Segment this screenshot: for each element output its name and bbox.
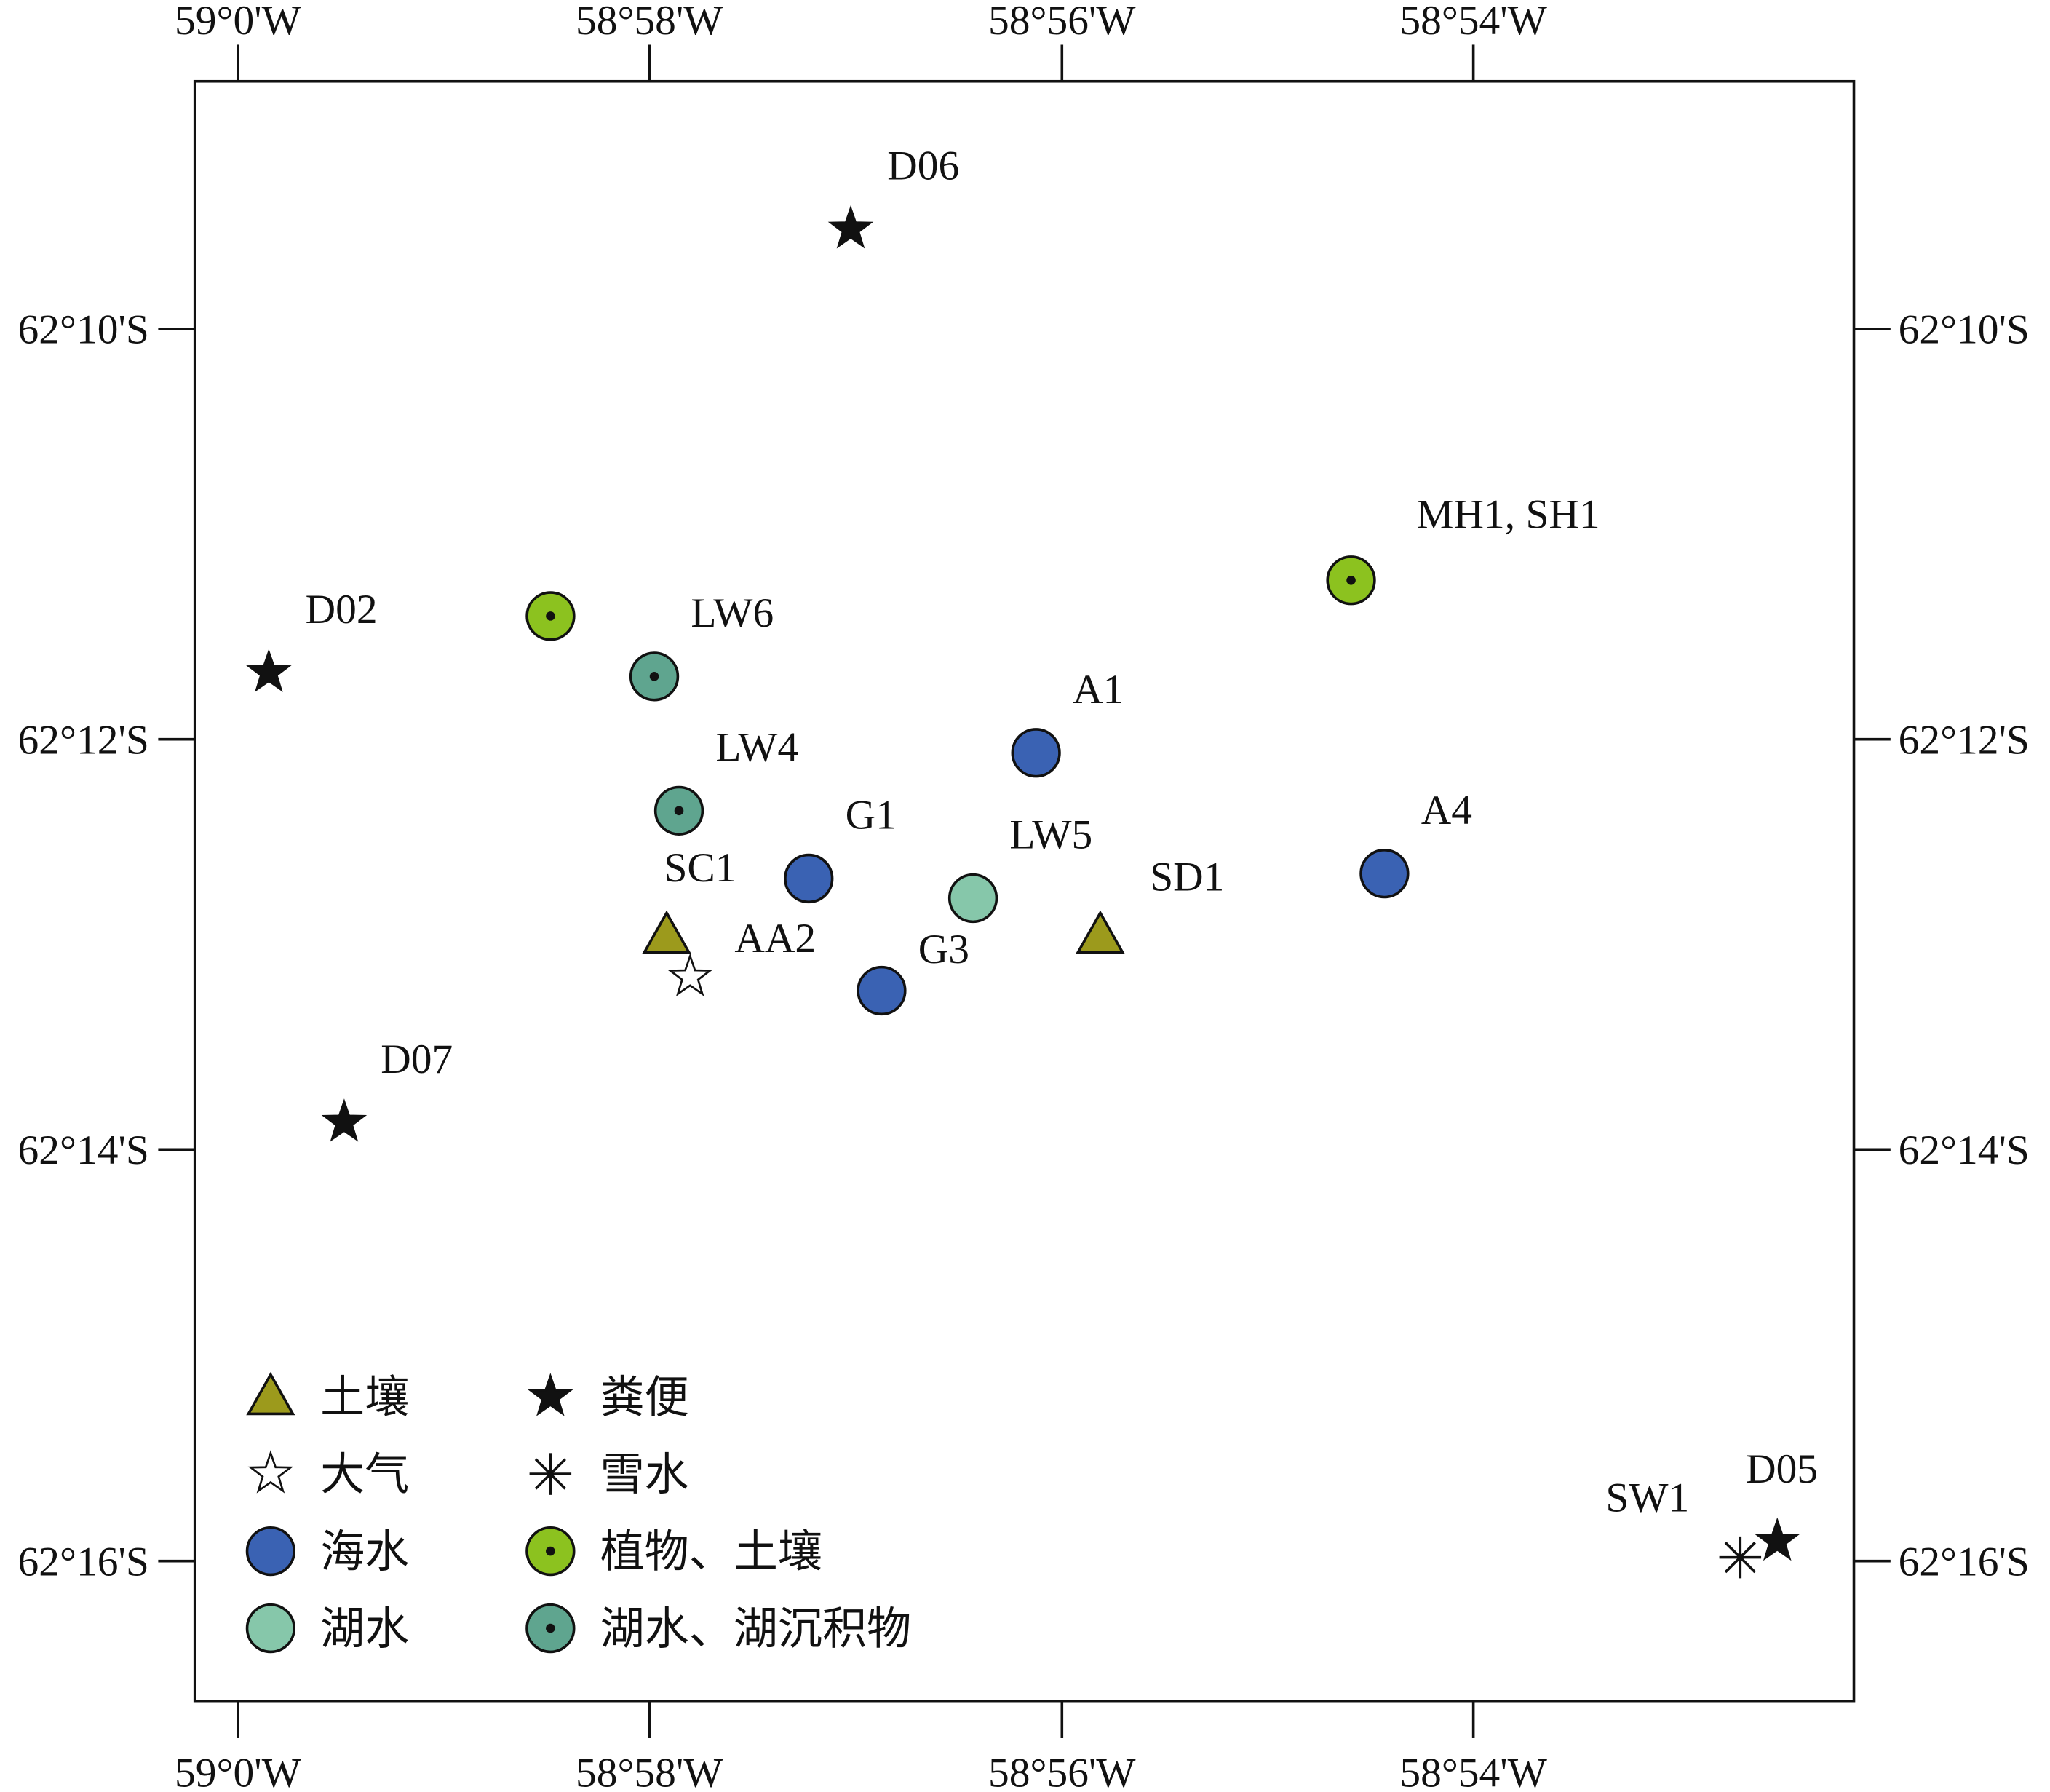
point-label: D06 [887, 143, 959, 189]
point-label: SW1 [1605, 1475, 1689, 1521]
y-tick-label-right: 62°16'S [1899, 1539, 2030, 1585]
marker-dot [546, 1546, 555, 1556]
circle-marker [1359, 849, 1410, 899]
marker-circle [947, 873, 998, 924]
point-label: D07 [381, 1036, 453, 1082]
marker-circle [1011, 728, 1061, 778]
triangle-marker [1076, 910, 1125, 954]
y-tick-label-left: 62°12'S [18, 717, 149, 763]
legend-marker [245, 1526, 296, 1577]
point-label: A1 [1073, 667, 1124, 713]
legend-label: 土壤 [320, 1374, 409, 1423]
x-tick-label-top: 58°58'W [576, 0, 723, 44]
dot-circle-marker [629, 651, 680, 702]
y-tick-label-left: 62°14'S [18, 1127, 149, 1173]
star-marker [321, 1098, 368, 1142]
marker-dot [546, 611, 555, 621]
marker-dot [649, 672, 659, 681]
x-tick-label-bottom: 59°0'W [175, 1750, 302, 1792]
asterisk-marker [1719, 1536, 1762, 1579]
dot-circle-marker [1326, 555, 1376, 606]
circle-marker [1011, 728, 1061, 778]
legend-label: 大气 [320, 1451, 409, 1500]
point-label: AA2 [734, 916, 816, 962]
circle-marker [947, 873, 998, 924]
point-label: LW6 [691, 590, 774, 636]
marker-dot [546, 1623, 555, 1633]
y-tick-label-left: 62°16'S [18, 1539, 149, 1585]
legend-marker [528, 1373, 573, 1416]
point-label: MH1, SH1 [1416, 491, 1600, 537]
dot-circle-marker [653, 785, 704, 836]
legend-marker [529, 1453, 572, 1495]
plot-frame [193, 79, 1856, 1703]
x-tick-label-top: 58°54'W [1399, 0, 1547, 44]
star-marker [667, 953, 713, 996]
y-tick-label-right: 62°10'S [1899, 307, 2030, 353]
point-label: D05 [1746, 1446, 1818, 1492]
star-marker [827, 205, 874, 249]
asterisk-stroke [1724, 1542, 1756, 1574]
point-label: D02 [306, 587, 378, 633]
legend-label: 湖水 [320, 1606, 409, 1654]
x-tick-label-bottom: 58°54'W [1399, 1750, 1547, 1792]
legend-marker [245, 1603, 296, 1654]
circle-marker [784, 853, 834, 904]
y-tick-label-right: 62°12'S [1899, 717, 2030, 763]
point-label: G1 [846, 793, 897, 838]
x-tick-label-bottom: 58°56'W [988, 1750, 1136, 1792]
legend-label: 湖水、湖沉积物 [600, 1606, 912, 1654]
point-label: G3 [918, 927, 969, 972]
y-tick-label-right: 62°14'S [1899, 1127, 2030, 1173]
x-tick-label-top: 58°56'W [988, 0, 1136, 44]
marker-dot [674, 806, 684, 816]
dot-circle-marker [525, 591, 576, 641]
legend-marker [525, 1526, 576, 1577]
legend-marker [247, 1450, 294, 1494]
y-tick-label-left: 62°10'S [18, 307, 149, 353]
marker-circle [1359, 849, 1410, 899]
legend-marker [246, 1371, 295, 1416]
asterisk-stroke [534, 1458, 566, 1490]
marker-circle [245, 1526, 296, 1577]
star-marker [1755, 1517, 1800, 1561]
point-label: A4 [1421, 788, 1472, 833]
star-marker [246, 649, 292, 692]
circle-marker [857, 965, 907, 1016]
point-label: LW5 [1009, 812, 1092, 858]
legend-label: 粪便 [600, 1374, 689, 1423]
legend-label: 海水 [320, 1529, 409, 1577]
legend-label: 雪水 [600, 1451, 689, 1500]
legend-label: 植物、土壤 [600, 1529, 822, 1577]
marker-circle [245, 1603, 296, 1654]
point-label: SC1 [664, 845, 736, 891]
point-label: SD1 [1150, 855, 1224, 900]
legend-marker [525, 1603, 576, 1654]
triangle-marker [642, 910, 691, 954]
marker-dot [1346, 576, 1356, 585]
x-tick-label-top: 59°0'W [175, 0, 302, 44]
marker-circle [857, 965, 907, 1016]
point-label: LW4 [715, 725, 798, 771]
marker-circle [784, 853, 834, 904]
x-tick-label-bottom: 58°58'W [576, 1750, 723, 1792]
